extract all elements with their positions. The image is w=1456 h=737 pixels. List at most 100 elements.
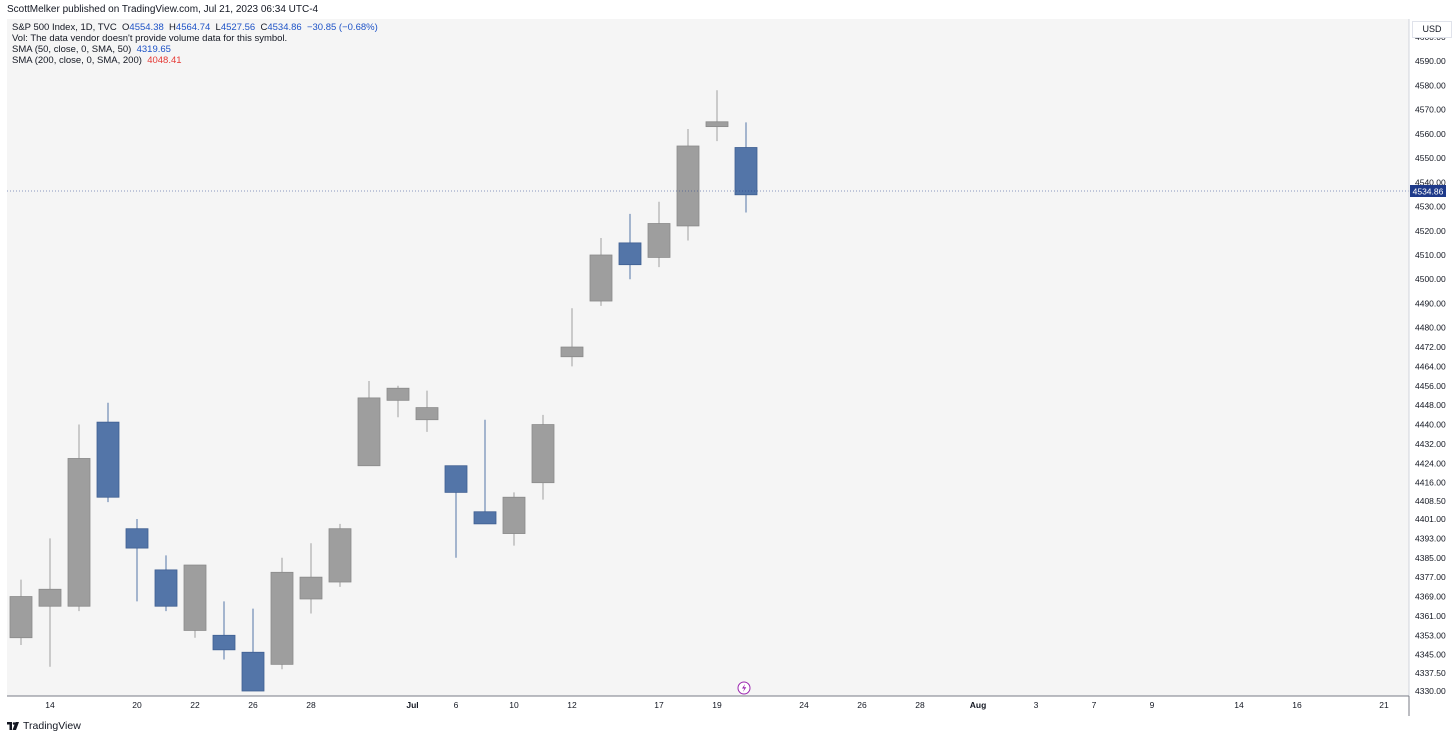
price-tick-label: 4490.00 bbox=[1415, 298, 1446, 308]
candle[interactable] bbox=[473, 419, 497, 525]
legend-change: −30.85 (−0.68%) bbox=[306, 22, 378, 33]
candle-body bbox=[328, 528, 352, 583]
time-tick-label: 19 bbox=[712, 700, 722, 710]
legend-sma50-label: SMA (50, close, 0, SMA, 50) bbox=[12, 44, 132, 55]
time-tick-label: 6 bbox=[454, 700, 459, 710]
candle[interactable] bbox=[386, 385, 410, 418]
earnings-event-marker[interactable] bbox=[737, 681, 751, 695]
candle[interactable] bbox=[96, 402, 120, 503]
candle[interactable] bbox=[502, 492, 526, 546]
candle[interactable] bbox=[38, 538, 62, 667]
candle-body bbox=[241, 651, 265, 692]
candle-body bbox=[67, 458, 91, 607]
time-tick-label: 17 bbox=[654, 700, 664, 710]
candle-body bbox=[96, 421, 120, 498]
time-tick-label: 22 bbox=[190, 700, 200, 710]
price-tick-label: 4540.00 bbox=[1415, 177, 1446, 187]
price-tick-label: 4393.00 bbox=[1415, 533, 1446, 543]
candle[interactable] bbox=[67, 424, 91, 612]
legend-close-label: C bbox=[260, 22, 268, 33]
time-axis[interactable]: 14 20 22 26 28 Jul 6 10 12 17 19 24 26 28 Aug 3 7 9 14 16 21 bbox=[45, 700, 1389, 710]
price-tick-label: 4464.00 bbox=[1415, 361, 1446, 371]
candle[interactable] bbox=[270, 557, 294, 670]
tradingview-footer[interactable]: TradingView bbox=[7, 720, 81, 732]
plot-area[interactable] bbox=[7, 19, 1409, 696]
candle[interactable] bbox=[415, 390, 439, 432]
currency-button[interactable]: USD bbox=[1412, 21, 1452, 38]
price-tick-label: 4570.00 bbox=[1415, 105, 1446, 115]
candle[interactable] bbox=[183, 564, 207, 638]
candle[interactable] bbox=[531, 414, 555, 500]
candle-body bbox=[618, 242, 642, 266]
price-tick-label: 4361.00 bbox=[1415, 611, 1446, 621]
lightning-icon bbox=[742, 684, 747, 692]
price-tick-label: 4472.00 bbox=[1415, 342, 1446, 352]
legend-sma50-value: 4319.65 bbox=[136, 44, 171, 55]
legend-volume-note: Vol: The data vendor doesn't provide vol… bbox=[12, 33, 288, 44]
price-tick-label: 4330.00 bbox=[1415, 686, 1446, 696]
candle[interactable] bbox=[154, 555, 178, 612]
legend-sma200-label: SMA (200, close, 0, SMA, 200) bbox=[12, 55, 142, 66]
candle[interactable] bbox=[212, 601, 236, 660]
candle-body bbox=[154, 569, 178, 607]
legend-sma50: SMA (50, close, 0, SMA, 50) 4319.65 bbox=[12, 44, 171, 55]
candle-body bbox=[705, 121, 729, 128]
candle[interactable] bbox=[125, 519, 149, 602]
price-tick-label: 4560.00 bbox=[1415, 129, 1446, 139]
legend-high-label: H bbox=[169, 22, 176, 33]
legend-open-label: O bbox=[122, 22, 130, 33]
price-tick-label: 4500.00 bbox=[1415, 274, 1446, 284]
price-tick-label: 4432.00 bbox=[1415, 439, 1446, 449]
candle[interactable] bbox=[676, 129, 700, 241]
candle[interactable] bbox=[705, 90, 729, 142]
candle[interactable] bbox=[9, 579, 33, 645]
price-tick-label: 4440.00 bbox=[1415, 420, 1446, 430]
price-tick-label: 4550.00 bbox=[1415, 153, 1446, 163]
time-tick-label: 12 bbox=[567, 700, 577, 710]
candle-body bbox=[647, 223, 671, 258]
candle-body bbox=[125, 528, 149, 549]
candle[interactable] bbox=[444, 465, 468, 558]
time-tick-label: 14 bbox=[45, 700, 55, 710]
time-tick-label: 26 bbox=[248, 700, 258, 710]
candle-body bbox=[183, 564, 207, 631]
price-axis[interactable]: 4600.004590.004580.004570.004560.004550.… bbox=[1415, 32, 1446, 696]
publisher-line: ScottMelker published on TradingView.com… bbox=[7, 4, 319, 15]
candle[interactable] bbox=[560, 308, 584, 367]
legend-sma200: SMA (200, close, 0, SMA, 200) 4048.41 bbox=[12, 55, 182, 66]
candle[interactable] bbox=[647, 201, 671, 268]
candle[interactable] bbox=[618, 213, 642, 280]
candle-body bbox=[415, 407, 439, 421]
time-tick-label: 21 bbox=[1379, 700, 1389, 710]
price-tick-label: 4377.00 bbox=[1415, 572, 1446, 582]
candle[interactable] bbox=[734, 122, 758, 213]
legend-close: 4534.86 bbox=[267, 22, 302, 33]
time-tick-label: 26 bbox=[857, 700, 867, 710]
price-tick-label: 4510.00 bbox=[1415, 250, 1446, 260]
candle-body bbox=[502, 496, 526, 534]
price-tick-label: 4385.00 bbox=[1415, 553, 1446, 563]
candle-body bbox=[270, 571, 294, 665]
candle-body bbox=[38, 588, 62, 607]
tradingview-logo-icon bbox=[7, 722, 19, 730]
candle[interactable] bbox=[241, 608, 265, 692]
legend-open: 4554.38 bbox=[129, 22, 164, 33]
time-tick-label: Jul bbox=[406, 700, 418, 710]
legend-high: 4564.74 bbox=[175, 22, 211, 33]
candle-body bbox=[589, 254, 613, 302]
price-tick-label: 4416.00 bbox=[1415, 478, 1446, 488]
price-tick-label: 4480.00 bbox=[1415, 323, 1446, 333]
candle[interactable] bbox=[589, 238, 613, 306]
price-tick-label: 4345.00 bbox=[1415, 650, 1446, 660]
candle-body bbox=[734, 147, 758, 196]
price-tick-label: 4424.00 bbox=[1415, 458, 1446, 468]
price-tick-label: 4456.00 bbox=[1415, 381, 1446, 391]
candle-body bbox=[444, 465, 468, 493]
time-tick-label: 28 bbox=[915, 700, 925, 710]
candle[interactable] bbox=[299, 543, 323, 614]
time-tick-label: 10 bbox=[509, 700, 519, 710]
current-price-tag bbox=[1410, 185, 1446, 197]
candle[interactable] bbox=[357, 380, 381, 467]
candle[interactable] bbox=[328, 523, 352, 587]
